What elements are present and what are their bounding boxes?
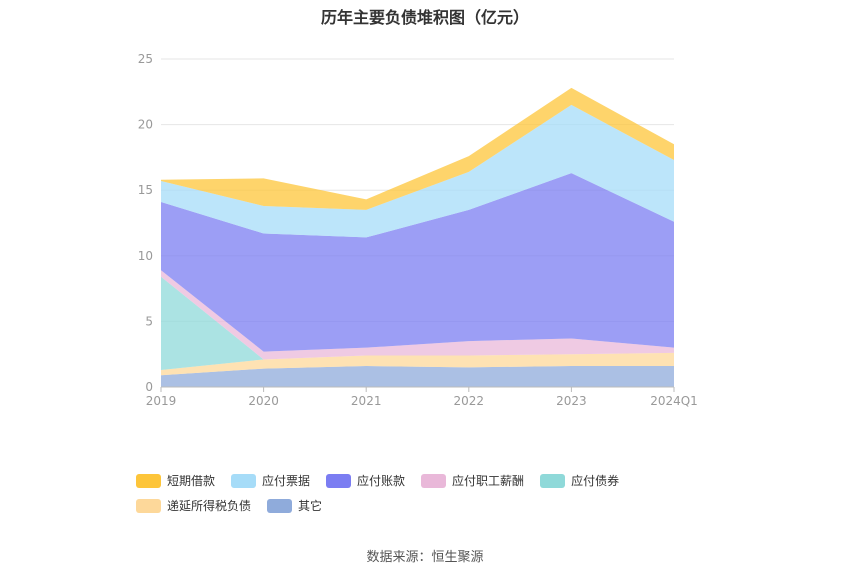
chart-title: 历年主要负债堆积图（亿元） — [320, 8, 529, 27]
legend-swatch — [267, 498, 293, 513]
area-短期借款 — [161, 87, 674, 210]
stacked-area-chart: 0 5 10 15 20 25 2019 2020 2021 2022 2023 2024Q1 — [138, 52, 698, 408]
area-递延所得税负债 — [161, 352, 674, 376]
y-tick-label: 10 — [138, 249, 153, 263]
legend: 短期借款 应付票据 应付账款 应付职工薪酬 应付债券递延所得税负债 其它 — [136, 472, 736, 514]
x-tick-label: 2019 — [146, 394, 177, 408]
y-tick-label: 0 — [145, 380, 153, 394]
x-tick-label: 2022 — [454, 394, 485, 408]
legend-label: 应付债券 — [571, 474, 620, 488]
legend-item[interactable]: 应付账款 — [326, 472, 405, 489]
legend-label: 短期借款 — [167, 474, 216, 488]
legend-label: 应付账款 — [357, 474, 406, 488]
data-source: 数据来源：恒生聚源 — [366, 550, 484, 565]
x-tick-label: 2024Q1 — [650, 394, 698, 408]
y-tick-label: 20 — [138, 118, 153, 132]
legend-swatch — [421, 473, 447, 488]
legend-swatch — [326, 473, 352, 488]
legend-label: 应付票据 — [262, 474, 311, 488]
legend-swatch — [540, 473, 566, 488]
y-axis: 0 5 10 15 20 25 — [138, 52, 153, 394]
legend-item[interactable]: 其它 — [267, 497, 322, 514]
legend-item[interactable]: 应付票据 — [231, 472, 310, 489]
legend-label: 其它 — [298, 499, 323, 513]
area-应付债券 — [161, 276, 674, 370]
legend-item[interactable]: 递延所得税负债 — [136, 497, 251, 514]
legend-swatch — [136, 473, 161, 488]
area-series — [161, 87, 674, 387]
legend-label: 递延所得税负债 — [167, 499, 252, 513]
x-tick-label: 2023 — [556, 394, 587, 408]
area-应付票据 — [161, 104, 674, 238]
legend-item[interactable]: 短期借款 — [136, 472, 215, 489]
legend-swatch — [136, 498, 161, 513]
y-tick-label: 25 — [138, 52, 153, 66]
legend-swatch — [231, 473, 257, 488]
y-tick-label: 5 — [145, 314, 153, 328]
legend-item[interactable]: 应付债券 — [540, 472, 619, 489]
y-tick-label: 15 — [138, 183, 153, 197]
area-应付账款 — [161, 173, 674, 352]
area-应付职工薪酬 — [161, 270, 674, 360]
x-tick-label: 2020 — [248, 394, 279, 408]
area-其它 — [161, 366, 674, 387]
legend-item[interactable]: 应付职工薪酬 — [421, 472, 524, 489]
legend-label: 应付职工薪酬 — [452, 474, 525, 488]
x-axis: 2019 2020 2021 2022 2023 2024Q1 — [146, 386, 698, 408]
x-tick-label: 2021 — [351, 394, 382, 408]
